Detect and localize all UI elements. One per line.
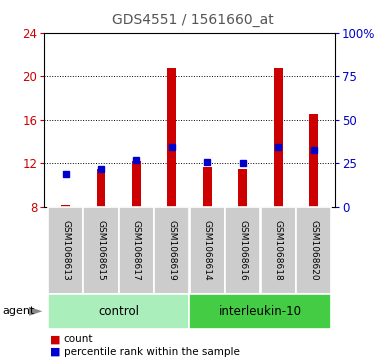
Bar bbox=[190, 207, 225, 294]
Text: GSM1068615: GSM1068615 bbox=[97, 220, 105, 281]
Bar bbox=[189, 294, 331, 329]
Text: ■: ■ bbox=[50, 334, 60, 344]
Bar bbox=[154, 207, 189, 294]
Bar bbox=[132, 161, 141, 207]
Text: GSM1068618: GSM1068618 bbox=[274, 220, 283, 281]
Bar bbox=[309, 114, 318, 207]
Bar bbox=[48, 207, 83, 294]
Text: percentile rank within the sample: percentile rank within the sample bbox=[64, 347, 239, 357]
Text: interleukin-10: interleukin-10 bbox=[219, 305, 302, 318]
Text: GSM1068616: GSM1068616 bbox=[238, 220, 247, 281]
Bar bbox=[203, 167, 212, 207]
Text: agent: agent bbox=[2, 306, 34, 316]
Bar bbox=[261, 207, 296, 294]
Bar bbox=[167, 68, 176, 207]
Text: GSM1068613: GSM1068613 bbox=[61, 220, 70, 281]
Bar bbox=[238, 169, 247, 207]
Text: GSM1068617: GSM1068617 bbox=[132, 220, 141, 281]
Bar bbox=[84, 207, 119, 294]
Bar bbox=[274, 68, 283, 207]
Text: GSM1068614: GSM1068614 bbox=[203, 220, 212, 281]
Text: count: count bbox=[64, 334, 93, 344]
Text: GSM1068619: GSM1068619 bbox=[167, 220, 176, 281]
Bar bbox=[225, 207, 260, 294]
Polygon shape bbox=[29, 307, 42, 316]
Bar bbox=[61, 205, 70, 207]
Bar bbox=[296, 207, 331, 294]
Text: GDS4551 / 1561660_at: GDS4551 / 1561660_at bbox=[112, 13, 273, 27]
Text: GSM1068620: GSM1068620 bbox=[309, 220, 318, 281]
Text: ■: ■ bbox=[50, 347, 60, 357]
Text: control: control bbox=[98, 305, 139, 318]
Bar bbox=[97, 169, 105, 207]
Bar bbox=[119, 207, 154, 294]
Bar bbox=[48, 294, 189, 329]
